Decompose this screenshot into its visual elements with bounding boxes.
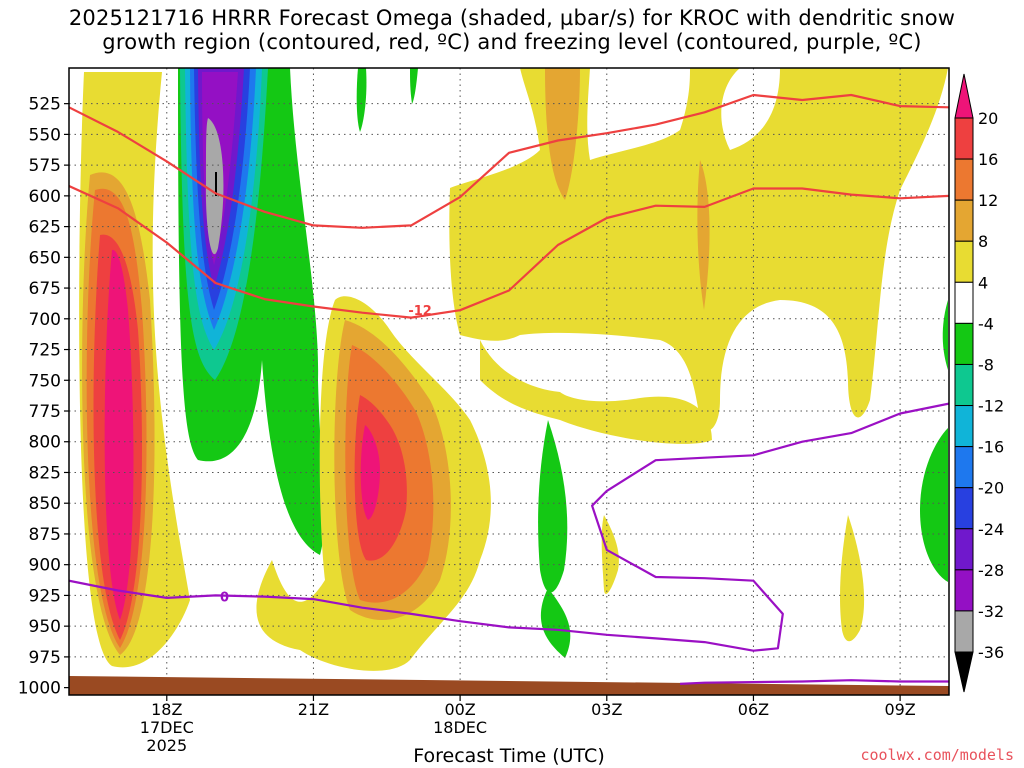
y-tick-label: 675 (29, 279, 61, 299)
colorbar-label: 16 (978, 150, 998, 169)
y-axis: 525 550 575 600 625 650 675 700 725 750 775 800 825 8… (18, 95, 69, 699)
colorbar-swatch (954, 446, 974, 489)
omega-left-column (79, 72, 190, 668)
y-tick-label: 725 (29, 341, 61, 361)
y-tick-label: 550 (29, 125, 61, 145)
colorbar-label: 20 (978, 109, 998, 128)
y-tick-label: 800 (29, 433, 61, 453)
y-tick-label: 925 (29, 586, 61, 606)
title-line-1: 2025121716 HRRR Forecast Omega (shaded, … (68, 6, 956, 30)
x-tick-date: 17DEC (140, 718, 194, 737)
contour-line (69, 93, 949, 229)
x-tick-date: 18DEC (433, 718, 487, 737)
colorbar-swatch (954, 117, 974, 160)
omega-sinking-column (178, 68, 418, 555)
title-line-2: growth region (contoured, red, ºC) and f… (102, 30, 922, 54)
colorbar-swatch (954, 569, 974, 612)
colorbar-label: -28 (978, 561, 1004, 580)
y-tick-label: 775 (29, 402, 61, 422)
colorbar-swatch (954, 322, 974, 365)
colorbar-label: -16 (978, 438, 1004, 457)
colorbar-swatch (954, 363, 974, 407)
colorbar-bottom-arrow (954, 651, 974, 693)
colorbar-label: -24 (978, 520, 1004, 539)
y-tick-label: 600 (29, 187, 61, 207)
contour-label: 0 (220, 591, 229, 606)
omega-right-upper (449, 68, 948, 444)
colorbar-label: -36 (978, 643, 1004, 662)
colorbar-swatch (954, 610, 974, 653)
colorbar: 20 16 12 8 4 -4 -8 -12 -16 -20 -24 -28 -32 -36 (954, 73, 1004, 693)
x-tick-year: 2025 (146, 736, 187, 755)
colorbar-swatch (954, 487, 974, 530)
colorbar-swatch (954, 405, 974, 448)
y-tick-label: 875 (29, 525, 61, 545)
y-tick-label: 575 (29, 156, 61, 176)
y-tick-label: 625 (29, 218, 61, 238)
colorbar-swatch (954, 281, 974, 324)
colorbar-label: 4 (978, 273, 988, 292)
colorbar-label: -12 (978, 397, 1004, 416)
x-tick-label: 00Z (444, 700, 475, 719)
y-tick-label: 525 (29, 95, 61, 115)
colorbar-swatch (954, 528, 974, 571)
colorbar-label: 12 (978, 191, 998, 210)
y-tick-label: 700 (29, 310, 61, 330)
x-tick-label: 06Z (738, 700, 769, 719)
x-tick-label: 18Z (151, 700, 182, 719)
y-tick-label: 850 (29, 494, 61, 514)
y-tick-label: 975 (29, 648, 61, 668)
colorbar-label: -20 (978, 479, 1004, 498)
contour-line (69, 402, 949, 652)
colorbar-swatch (954, 240, 974, 283)
colorbar-label: 8 (978, 232, 988, 251)
ground-terrain (69, 676, 949, 695)
chart-title: 2025121716 HRRR Forecast Omega (shaded, … (0, 6, 1024, 54)
y-tick-label: 900 (29, 556, 61, 576)
omega-middle-area (256, 296, 491, 671)
contour-line (680, 679, 949, 685)
x-tick-label: 09Z (884, 700, 915, 719)
omega-field: -12 0 (69, 68, 949, 695)
omega-small-features (538, 300, 948, 658)
x-axis-label: Forecast Time (UTC) (413, 745, 604, 767)
y-tick-label: 1000 (18, 679, 61, 699)
plot-frame (68, 67, 950, 696)
contour-label: -12 (408, 304, 432, 319)
y-tick-label: 825 (29, 463, 61, 483)
y-tick-label: 950 (29, 617, 61, 637)
colorbar-swatch (954, 199, 974, 242)
contour-lines: -12 0 (69, 93, 949, 685)
colorbar-label: -8 (978, 355, 994, 374)
colorbar-label: -4 (978, 314, 994, 333)
x-tick-label: 21Z (298, 700, 329, 719)
x-tick-label: 03Z (591, 700, 622, 719)
y-tick-label: 750 (29, 371, 61, 391)
colorbar-swatch (954, 158, 974, 201)
contour-line (69, 184, 949, 319)
source-credit: coolwx.com/models (860, 746, 1014, 764)
y-tick-label: 650 (29, 248, 61, 268)
colorbar-label: -32 (978, 602, 1004, 621)
colorbar-top-arrow (954, 73, 974, 119)
